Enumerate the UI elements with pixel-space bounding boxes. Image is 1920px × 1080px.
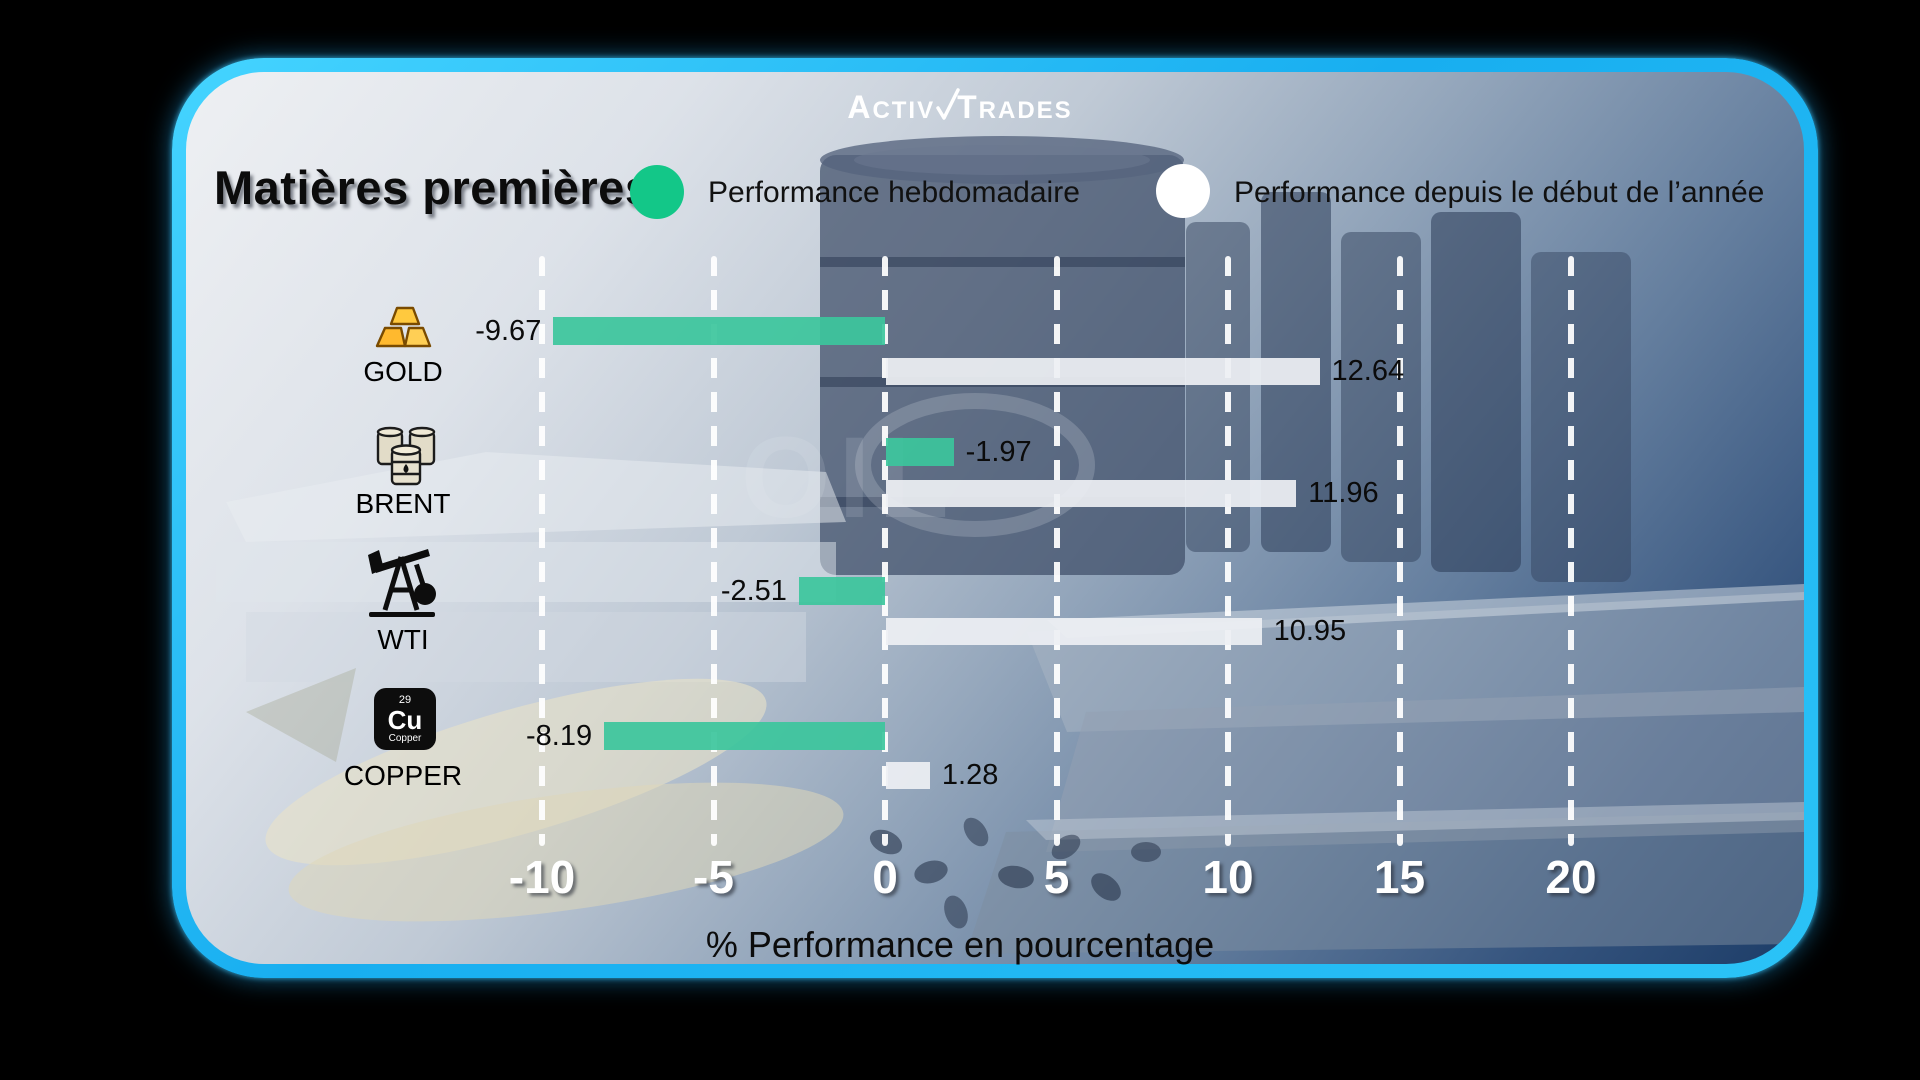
card-border: OIL — [172, 58, 1818, 978]
oil-watermark-text: OIL — [741, 414, 957, 542]
card-background: OIL — [186, 72, 1804, 964]
background-commodities-art: OIL — [216, 136, 1804, 954]
